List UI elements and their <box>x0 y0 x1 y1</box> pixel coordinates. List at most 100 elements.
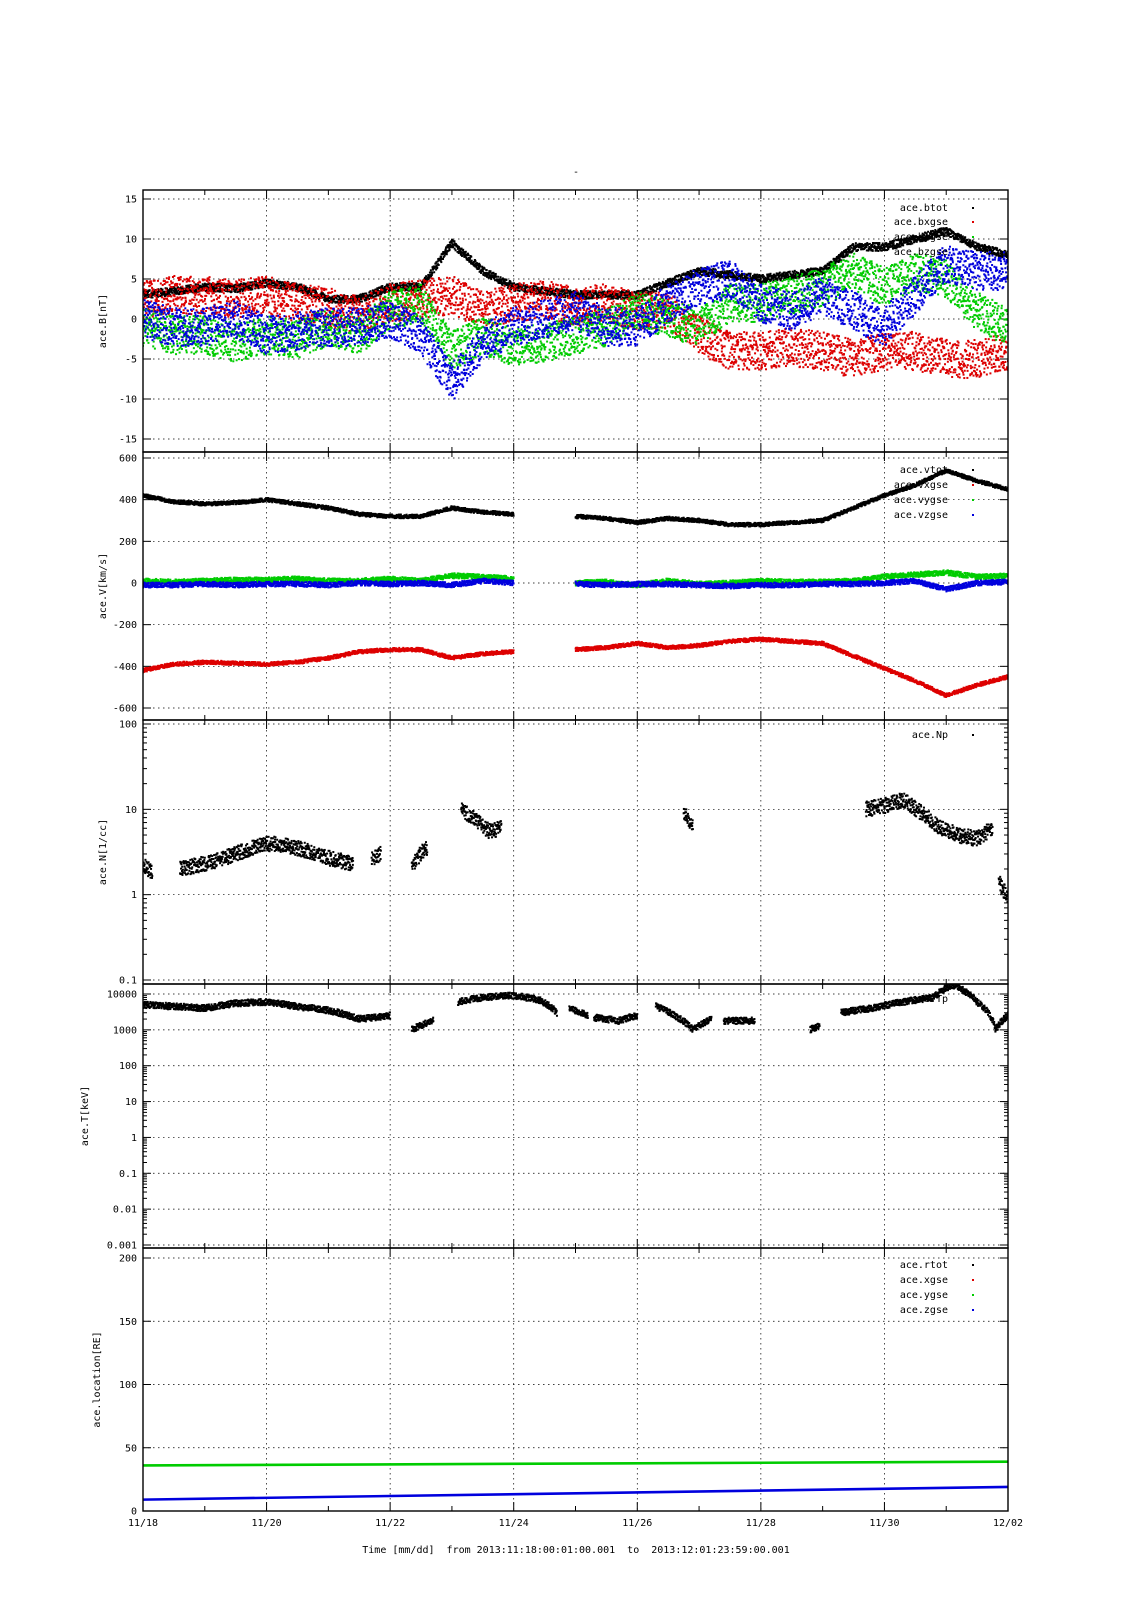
data-point <box>494 272 497 275</box>
data-point <box>207 307 210 310</box>
data-point <box>440 302 443 305</box>
data-point <box>227 284 230 287</box>
data-point <box>242 283 245 286</box>
data-point <box>180 286 183 289</box>
data-point <box>202 284 205 287</box>
data-point <box>159 295 162 298</box>
data-point <box>342 311 345 314</box>
data-point <box>659 282 662 285</box>
data-point <box>314 300 317 303</box>
data-point <box>787 275 790 278</box>
data-point <box>509 282 512 285</box>
data-point <box>194 303 197 306</box>
data-point <box>312 290 315 293</box>
data-point <box>508 283 511 286</box>
y-tick-label: -10 <box>119 395 137 406</box>
data-point <box>381 289 384 292</box>
data-point <box>649 290 652 293</box>
data-point <box>999 254 1002 257</box>
data-point <box>410 287 413 290</box>
data-point <box>208 292 211 295</box>
data-point <box>978 247 981 250</box>
data-point <box>497 275 500 278</box>
data-point <box>362 292 365 295</box>
data-point <box>801 271 804 274</box>
data-point <box>477 265 480 268</box>
data-point <box>161 288 164 291</box>
data-point <box>157 294 160 297</box>
data-point <box>305 294 308 297</box>
data-point <box>592 294 595 297</box>
data-point <box>850 246 853 249</box>
data-point <box>749 275 752 278</box>
data-point <box>817 273 820 276</box>
data-point <box>819 268 822 271</box>
data-point <box>402 281 405 284</box>
data-point <box>698 267 701 270</box>
data-point <box>251 296 254 299</box>
data-point <box>436 266 439 269</box>
data-point <box>799 273 802 276</box>
data-point <box>420 288 423 291</box>
data-point <box>294 285 297 288</box>
data-point <box>417 311 420 314</box>
data-point <box>542 291 545 294</box>
data-point <box>567 290 570 293</box>
data-point <box>143 288 146 291</box>
data-point <box>340 301 343 304</box>
data-point <box>678 281 681 284</box>
data-point <box>348 299 351 302</box>
data-point <box>267 303 270 306</box>
data-point <box>208 282 211 285</box>
data-point <box>426 308 429 311</box>
data-point <box>928 235 931 238</box>
data-point <box>301 287 304 290</box>
data-point <box>807 270 810 273</box>
data-point <box>994 252 997 255</box>
data-point <box>291 304 294 307</box>
data-point <box>152 288 155 291</box>
data-point <box>761 275 764 278</box>
data-point <box>148 285 151 288</box>
data-point <box>825 265 828 268</box>
data-point <box>493 277 496 280</box>
data-point <box>902 239 905 242</box>
data-point <box>705 270 708 273</box>
data-point <box>890 240 893 243</box>
y-tick-label: -15 <box>119 435 137 446</box>
data-point <box>981 249 984 252</box>
data-point <box>222 289 225 292</box>
data-point <box>463 253 466 256</box>
data-point <box>533 285 536 288</box>
data-point <box>261 277 264 280</box>
data-point <box>954 233 957 236</box>
data-point <box>176 291 179 294</box>
data-point <box>719 274 722 277</box>
data-point <box>561 288 564 291</box>
data-point <box>368 301 371 304</box>
data-point <box>650 287 653 290</box>
data-point <box>655 290 658 293</box>
data-point <box>318 294 321 297</box>
data-point <box>850 250 853 253</box>
data-point <box>214 285 217 288</box>
data-point <box>300 289 303 292</box>
data-point <box>818 270 821 273</box>
data-point <box>195 283 198 286</box>
data-point <box>876 249 879 252</box>
data-point <box>258 277 261 280</box>
data-point <box>187 287 190 290</box>
data-point <box>266 295 269 298</box>
data-point <box>369 304 372 307</box>
data-point <box>331 290 334 293</box>
data-point <box>324 300 327 303</box>
data-point <box>373 297 376 300</box>
data-point <box>842 253 845 256</box>
data-point <box>779 274 782 277</box>
data-point <box>547 288 550 291</box>
data-point <box>170 309 173 312</box>
data-point <box>848 251 851 254</box>
data-point <box>500 278 503 281</box>
data-point <box>968 241 971 244</box>
data-point <box>275 282 278 285</box>
